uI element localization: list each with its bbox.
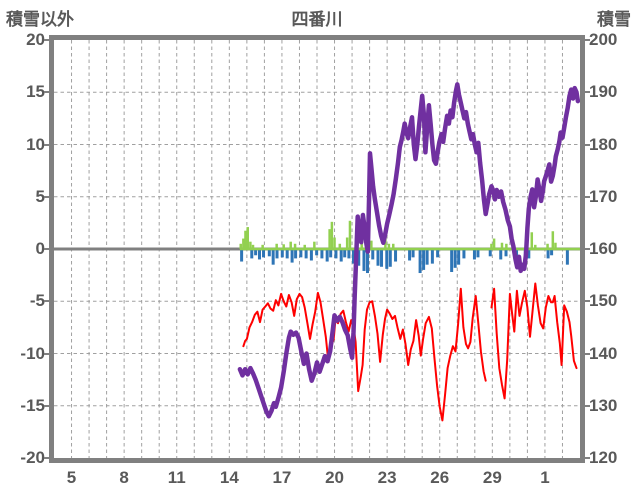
left-tick-mark: [44, 91, 49, 94]
right-tick-label: 120: [589, 448, 618, 467]
right-tick-label: 170: [589, 186, 618, 206]
left-tick-mark: [44, 457, 49, 459]
left-tick-mark: [44, 300, 49, 303]
right-axis-title: 積雪: [597, 10, 631, 29]
right-tick-label: 140: [589, 343, 618, 363]
left-tick-label: 20: [26, 30, 45, 49]
x-tick-label: 23: [377, 468, 397, 487]
left-tick-label: 0: [35, 239, 45, 258]
chart-title: 四番川: [291, 10, 343, 29]
right-tick-label: 130: [589, 395, 618, 415]
right-tick-mark: [585, 457, 590, 459]
right-tick-mark: [585, 404, 590, 407]
left-tick-mark: [44, 195, 49, 198]
right-tick-label: 190: [589, 82, 618, 102]
left-axis-title: 積雪以外: [6, 10, 74, 29]
x-tick-label: 20: [325, 468, 344, 487]
right-tick-mark: [585, 91, 590, 94]
left-tick-label: -15: [20, 395, 45, 415]
plot-area: [49, 35, 585, 463]
right-tick-mark: [585, 143, 590, 146]
right-tick-mark: [585, 195, 590, 198]
left-tick-label: 10: [26, 134, 45, 154]
x-tick-label: 11: [167, 468, 186, 487]
right-tick-label: 150: [589, 291, 618, 311]
right-tick-mark: [585, 39, 590, 41]
left-tick-label: 15: [26, 82, 45, 102]
x-tick-label: 8: [119, 468, 129, 487]
left-tick-label: -10: [20, 343, 45, 363]
right-tick-mark: [585, 248, 590, 250]
left-tick-mark: [44, 143, 49, 146]
right-tick-mark: [585, 300, 590, 303]
right-tick-label: 180: [589, 134, 618, 154]
right-tick-label: 160: [589, 239, 618, 258]
left-tick-mark: [44, 248, 49, 250]
left-tick-label: 5: [35, 186, 45, 206]
x-tick-label: 29: [482, 468, 502, 487]
x-tick-label: 5: [66, 468, 77, 487]
x-tick-label: 1: [540, 468, 550, 487]
plot-svg: [54, 40, 580, 458]
left-tick-label: -20: [20, 448, 45, 467]
x-tick-label: 17: [272, 468, 292, 487]
right-tick-label: 200: [589, 30, 618, 49]
left-tick-mark: [44, 352, 49, 355]
left-tick-mark: [44, 404, 49, 407]
right-tick-mark: [585, 352, 590, 355]
x-tick-label: 26: [430, 468, 450, 487]
left-tick-label: -5: [29, 291, 45, 311]
left-tick-mark: [44, 39, 49, 41]
x-tick-label: 14: [219, 468, 239, 487]
